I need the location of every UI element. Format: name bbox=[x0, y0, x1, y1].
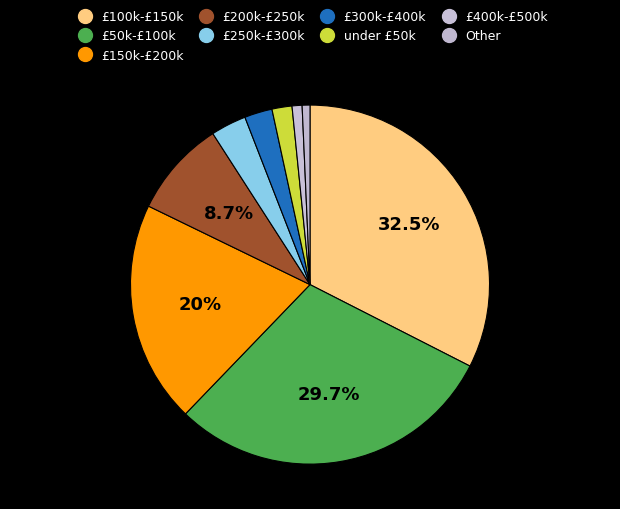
Wedge shape bbox=[272, 107, 310, 285]
Wedge shape bbox=[149, 134, 310, 285]
Wedge shape bbox=[213, 118, 310, 285]
Wedge shape bbox=[310, 106, 490, 366]
Wedge shape bbox=[302, 106, 310, 285]
Text: 29.7%: 29.7% bbox=[297, 386, 360, 404]
Wedge shape bbox=[130, 207, 310, 414]
Wedge shape bbox=[185, 285, 470, 464]
Text: 8.7%: 8.7% bbox=[205, 205, 254, 222]
Wedge shape bbox=[292, 106, 310, 285]
Legend: £100k-£150k, £50k-£100k, £150k-£200k, £200k-£250k, £250k-£300k, £300k-£400k, und: £100k-£150k, £50k-£100k, £150k-£200k, £2… bbox=[68, 6, 552, 68]
Wedge shape bbox=[245, 110, 310, 285]
Text: 32.5%: 32.5% bbox=[378, 215, 441, 233]
Text: 20%: 20% bbox=[179, 296, 222, 314]
